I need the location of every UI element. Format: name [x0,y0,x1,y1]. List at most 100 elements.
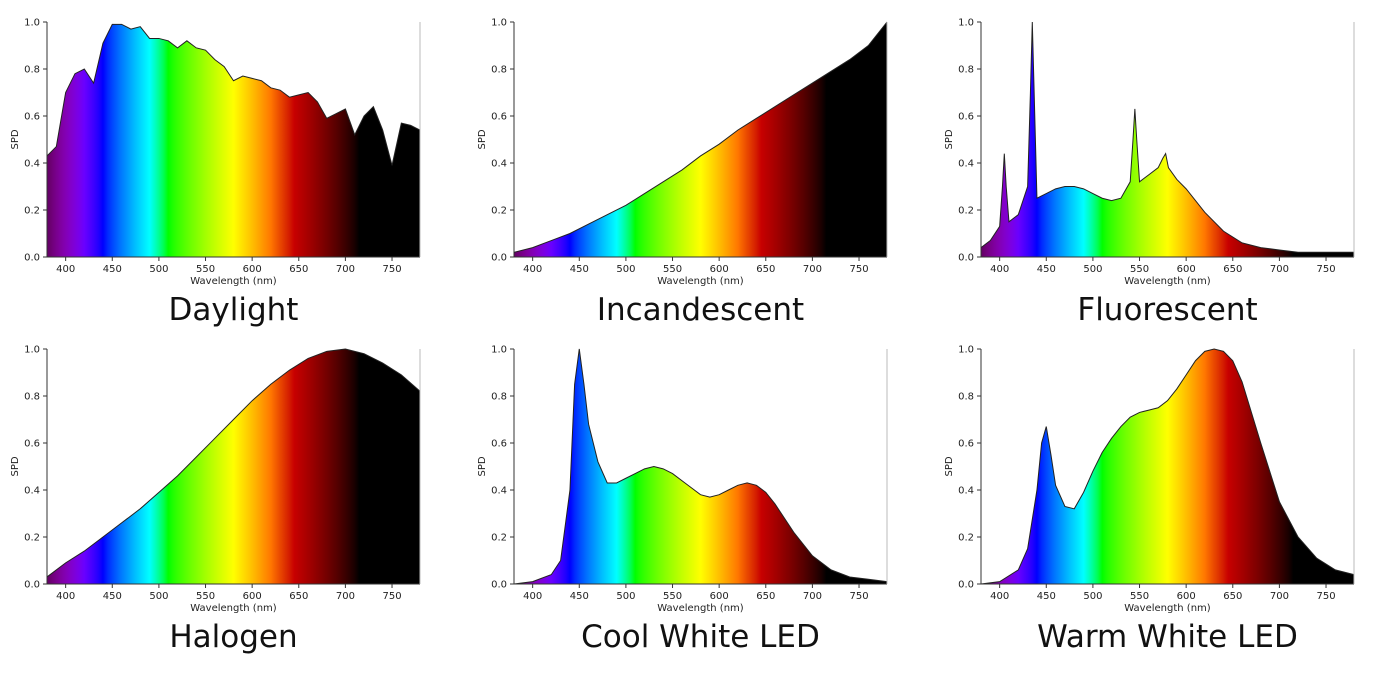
warm-white-led-spd-area [981,349,1354,584]
y-tick-label: 0.6 [958,112,974,123]
y-tick-label: 0.0 [491,580,507,591]
x-tick-label: 700 [336,264,355,275]
x-tick-label: 600 [710,264,729,275]
y-axis-label: SPD [944,129,955,149]
x-tick-label: 600 [243,264,262,275]
incandescent-spd-line [513,21,888,253]
cool-white-led-panel: 400 450 500 550 600 650 700 750 0.0 0.2 0.4 0.6 0.8 1… [474,343,897,663]
x-tick-label: 650 [1223,264,1242,275]
y-tick-label: 0.6 [24,439,40,450]
y-axis-label: SPD [10,129,21,149]
y-tick-label: 0.0 [24,253,40,264]
cool-white-led-spd-line [513,348,888,585]
y-tick-label: 0.2 [24,533,40,544]
incandescent-spd-area [514,22,887,257]
y-tick-label: 0.0 [491,253,507,264]
y-tick-label: 0.2 [491,206,507,217]
x-tick-label: 750 [382,591,401,602]
x-tick-label: 500 [1083,591,1102,602]
daylight-panel: 400 450 500 550 600 650 700 750 0.0 0.2 0.4 0.6 0.8 1… [7,16,430,336]
fluorescent-caption: Fluorescent [1077,292,1258,328]
fluorescent-chart: 400 450 500 550 600 650 700 750 0.0 0.2 0.4 0.6 0.8 1… [944,18,1355,287]
x-tick-label: 400 [523,591,542,602]
x-tick-label: 550 [1130,591,1149,602]
x-axis-label: Wavelength (nm) [190,603,276,614]
y-tick-label: 0.2 [958,206,974,217]
x-tick-label: 650 [289,264,308,275]
y-tick-label: 0.2 [958,533,974,544]
y-axis-label: SPD [477,456,488,476]
x-axis-label: Wavelength (nm) [657,276,743,287]
x-tick-label: 500 [616,264,635,275]
x-tick-label: 400 [56,591,75,602]
x-tick-label: 600 [1177,591,1196,602]
x-tick-label: 450 [1037,264,1056,275]
y-tick-label: 0.0 [958,253,974,264]
y-tick-label: 0.6 [491,439,507,450]
x-axis-label: Wavelength (nm) [1124,603,1210,614]
cool-white-led-chart: 400 450 500 550 600 650 700 750 0.0 0.2 0.4 0.6 0.8 1… [477,345,888,614]
x-tick-label: 450 [570,591,589,602]
daylight-chart: 400 450 500 550 600 650 700 750 0.0 0.2 0.4 0.6 0.8 1… [10,18,421,287]
y-tick-label: 1.0 [24,345,40,356]
x-tick-label: 600 [1177,264,1196,275]
x-tick-label: 400 [523,264,542,275]
halogen-panel: 400 450 500 550 600 650 700 750 0.0 0.2 0.4 0.6 0.8 1… [7,343,430,663]
x-tick-label: 650 [756,591,775,602]
x-tick-label: 500 [149,591,168,602]
x-tick-label: 500 [1083,264,1102,275]
x-tick-label: 550 [196,591,215,602]
x-tick-label: 750 [1316,591,1335,602]
incandescent-panel: 400 450 500 550 600 650 700 750 0.0 0.2 0.4 0.6 0.8 1… [474,16,897,336]
cool-white-led-caption: Cool White LED [581,619,820,655]
y-tick-label: 0.8 [491,65,507,76]
y-tick-label: 1.0 [24,18,40,29]
x-tick-label: 400 [990,591,1009,602]
warm-white-led-chart: 400 450 500 550 600 650 700 750 0.0 0.2 0.4 0.6 0.8 1… [944,345,1355,614]
y-tick-label: 1.0 [491,345,507,356]
warm-white-led-spd-line [980,348,1355,585]
x-tick-label: 650 [1223,591,1242,602]
y-tick-label: 0.4 [958,159,974,170]
y-axis-label: SPD [477,129,488,149]
x-tick-label: 600 [243,591,262,602]
x-tick-label: 650 [756,264,775,275]
x-tick-label: 450 [1037,591,1056,602]
cool-white-led-spd-area [514,349,887,584]
halogen-spd-area [47,349,420,584]
x-tick-label: 750 [382,264,401,275]
warm-white-led-caption: Warm White LED [1037,619,1298,655]
x-tick-label: 550 [1130,264,1149,275]
y-tick-label: 0.2 [491,533,507,544]
y-tick-label: 0.4 [958,486,974,497]
y-tick-label: 0.8 [491,392,507,403]
x-tick-label: 500 [616,591,635,602]
y-tick-label: 0.8 [24,65,40,76]
halogen-spd-line [46,348,421,578]
y-tick-label: 0.4 [491,159,507,170]
x-tick-label: 550 [196,264,215,275]
warm-white-led-panel: 400 450 500 550 600 650 700 750 0.0 0.2 0.4 0.6 0.8 1… [941,343,1364,663]
halogen-caption: Halogen [169,619,298,655]
y-tick-label: 0.6 [491,112,507,123]
y-tick-label: 1.0 [958,345,974,356]
incandescent-caption: Incandescent [596,292,805,328]
y-tick-label: 0.8 [958,392,974,403]
x-tick-label: 450 [570,264,589,275]
fluorescent-spd-line [980,21,1354,253]
x-tick-label: 550 [663,264,682,275]
x-tick-label: 700 [803,264,822,275]
x-tick-label: 750 [849,264,868,275]
halogen-chart: 400 450 500 550 600 650 700 750 0.0 0.2 0.4 0.6 0.8 1… [10,345,421,614]
y-tick-label: 1.0 [958,18,974,29]
x-tick-label: 600 [710,591,729,602]
daylight-caption: Daylight [168,292,299,328]
incandescent-chart: 400 450 500 550 600 650 700 750 0.0 0.2 0.4 0.6 0.8 1… [477,18,888,287]
y-tick-label: 0.0 [24,580,40,591]
y-tick-label: 0.8 [24,392,40,403]
x-tick-label: 400 [990,264,1009,275]
daylight-spd-area [47,24,420,257]
y-tick-label: 0.4 [491,486,507,497]
x-tick-label: 450 [103,591,122,602]
